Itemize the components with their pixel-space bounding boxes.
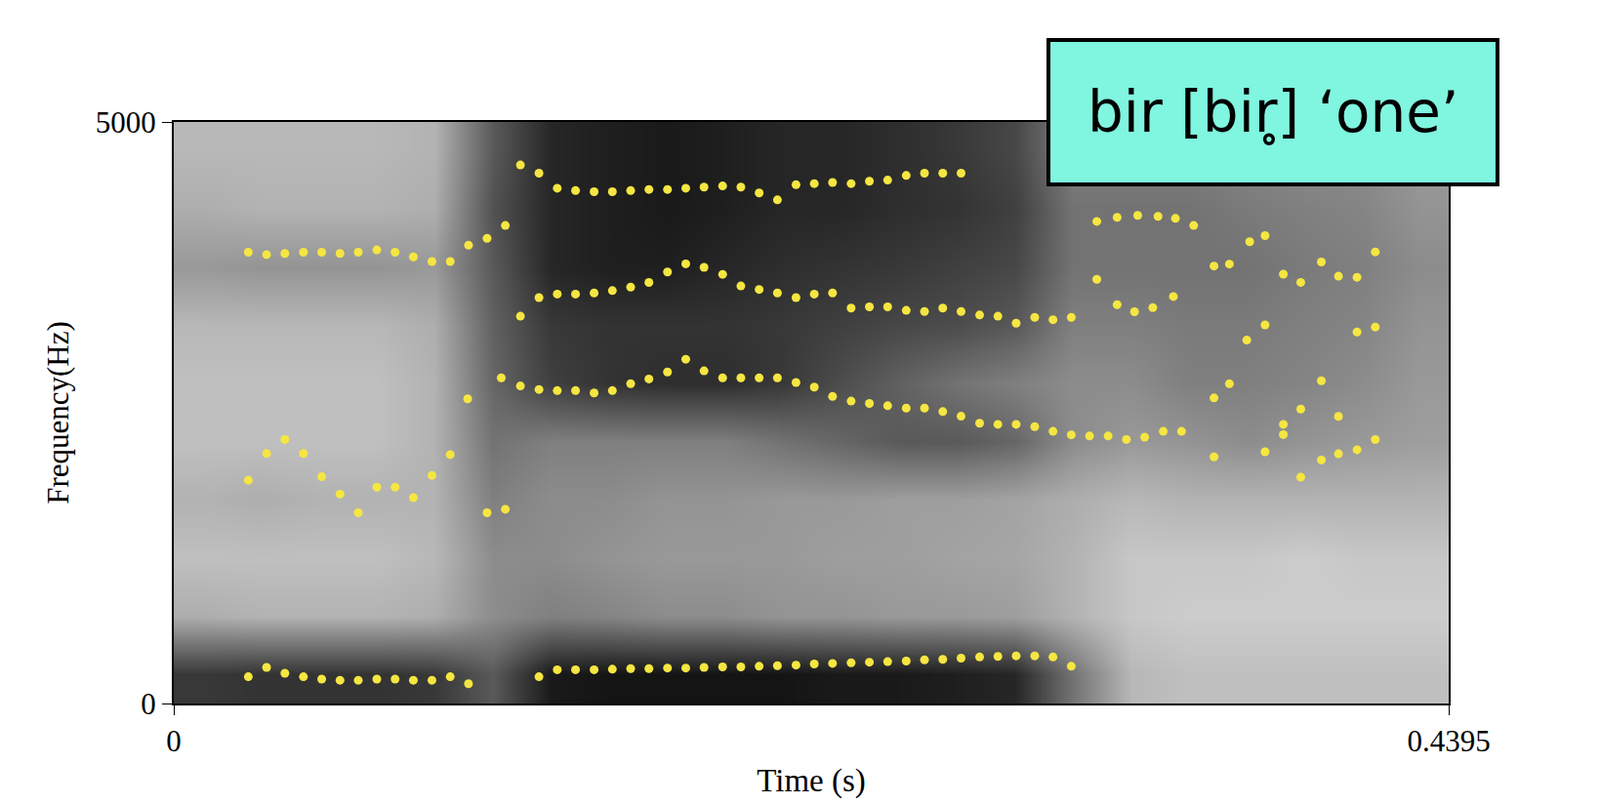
- svg-text:Time (s): Time (s): [756, 763, 866, 800]
- svg-text:0.4395: 0.4395: [1406, 724, 1490, 759]
- svg-text:5000: 5000: [95, 105, 157, 140]
- svg-text:0: 0: [165, 724, 182, 759]
- svg-text:Frequency(Hz): Frequency(Hz): [41, 321, 76, 505]
- svg-text:0: 0: [140, 687, 157, 722]
- svg-text:bir [bir̥] ‘one’: bir [bir̥] ‘one’: [1087, 79, 1459, 146]
